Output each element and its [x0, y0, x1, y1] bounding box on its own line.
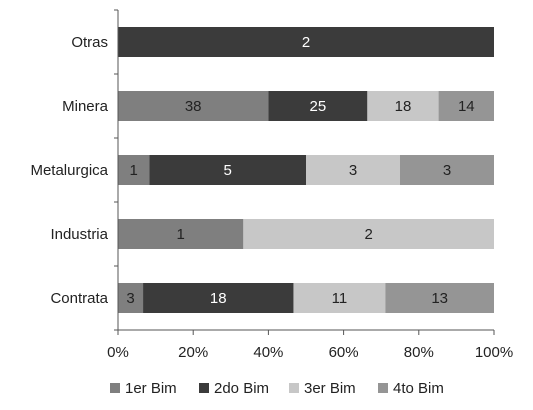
- bar-industria-1er-bim: [118, 219, 244, 249]
- data-label-metalurgica-3er-bim: 3: [349, 162, 357, 179]
- bar-metalurgica-4to-bim: [400, 155, 494, 185]
- legend-swatch-3er-bim: [289, 383, 299, 393]
- legend-label-2do-bim: 2do Bim: [214, 380, 269, 397]
- data-label-minera-4to-bim: 14: [458, 98, 475, 115]
- category-label-otras: Otras: [71, 34, 108, 51]
- x-tick-label: 80%: [404, 344, 434, 361]
- bars-group: [118, 27, 494, 313]
- data-label-minera-2do-bim: 25: [310, 98, 327, 115]
- data-label-metalurgica-4to-bim: 3: [443, 162, 451, 179]
- data-label-metalurgica-2do-bim: 5: [223, 162, 231, 179]
- data-label-contrata-1er-bim: 3: [126, 290, 134, 307]
- bar-minera-2do-bim: [268, 91, 368, 121]
- category-label-minera: Minera: [62, 98, 109, 115]
- bar-metalurgica-1er-bim: [118, 155, 150, 185]
- bar-metalurgica-3er-bim: [306, 155, 400, 185]
- legend-swatch-1er-bim: [110, 383, 120, 393]
- legend-swatch-2do-bim: [199, 383, 209, 393]
- legend-label-1er-bim: 1er Bim: [125, 380, 177, 397]
- bar-minera-3er-bim: [367, 91, 439, 121]
- data-label-industria-1er-bim: 1: [176, 226, 184, 243]
- x-tick-label: 0%: [107, 344, 129, 361]
- legend-label-4to-bim: 4to Bim: [393, 380, 444, 397]
- data-label-metalurgica-1er-bim: 1: [129, 162, 137, 179]
- bar-metalurgica-2do-bim: [149, 155, 306, 185]
- data-label-minera-3er-bim: 18: [395, 98, 412, 115]
- data-label-contrata-3er-bim: 11: [332, 290, 348, 307]
- legend: 1er Bim 2do Bim 3er Bim 4to Bim: [110, 380, 444, 397]
- data-label-industria-3er-bim: 2: [364, 226, 372, 243]
- axes-group: [114, 9, 495, 335]
- data-label-contrata-2do-bim: 18: [210, 290, 227, 307]
- bar-industria-3er-bim: [243, 219, 494, 249]
- x-tick-label: 100%: [475, 344, 513, 361]
- bar-contrata-3er-bim: [293, 283, 386, 313]
- data-label-contrata-4to-bim: 13: [431, 290, 448, 307]
- bar-minera-1er-bim: [118, 91, 269, 121]
- data-label-minera-1er-bim: 38: [185, 98, 202, 115]
- x-tick-labels-group: 0% 20% 40% 60% 80% 100%: [107, 344, 513, 361]
- x-tick-label: 60%: [329, 344, 359, 361]
- category-label-industria: Industria: [50, 226, 108, 243]
- bar-contrata-2do-bim: [143, 283, 294, 313]
- category-label-contrata: Contrata: [50, 290, 108, 307]
- category-label-metalurgica: Metalurgica: [30, 162, 108, 179]
- data-label-otras-2do-bim: 2: [302, 34, 310, 51]
- legend-swatch-4to-bim: [378, 383, 388, 393]
- segment-labels-group: 2 38 25 18 14 1 5 3 3 1 2 3 18 11 13: [126, 34, 474, 307]
- x-tick-label: 20%: [178, 344, 208, 361]
- bar-minera-4to-bim: [438, 91, 494, 121]
- x-tick-label: 40%: [253, 344, 283, 361]
- legend-label-3er-bim: 3er Bim: [304, 380, 356, 397]
- bar-contrata-1er-bim: [118, 283, 144, 313]
- category-labels-group: Otras Minera Metalurgica Industria Contrata: [30, 34, 108, 307]
- bar-otras-2do-bim: [118, 27, 494, 57]
- bar-contrata-4to-bim: [385, 283, 494, 313]
